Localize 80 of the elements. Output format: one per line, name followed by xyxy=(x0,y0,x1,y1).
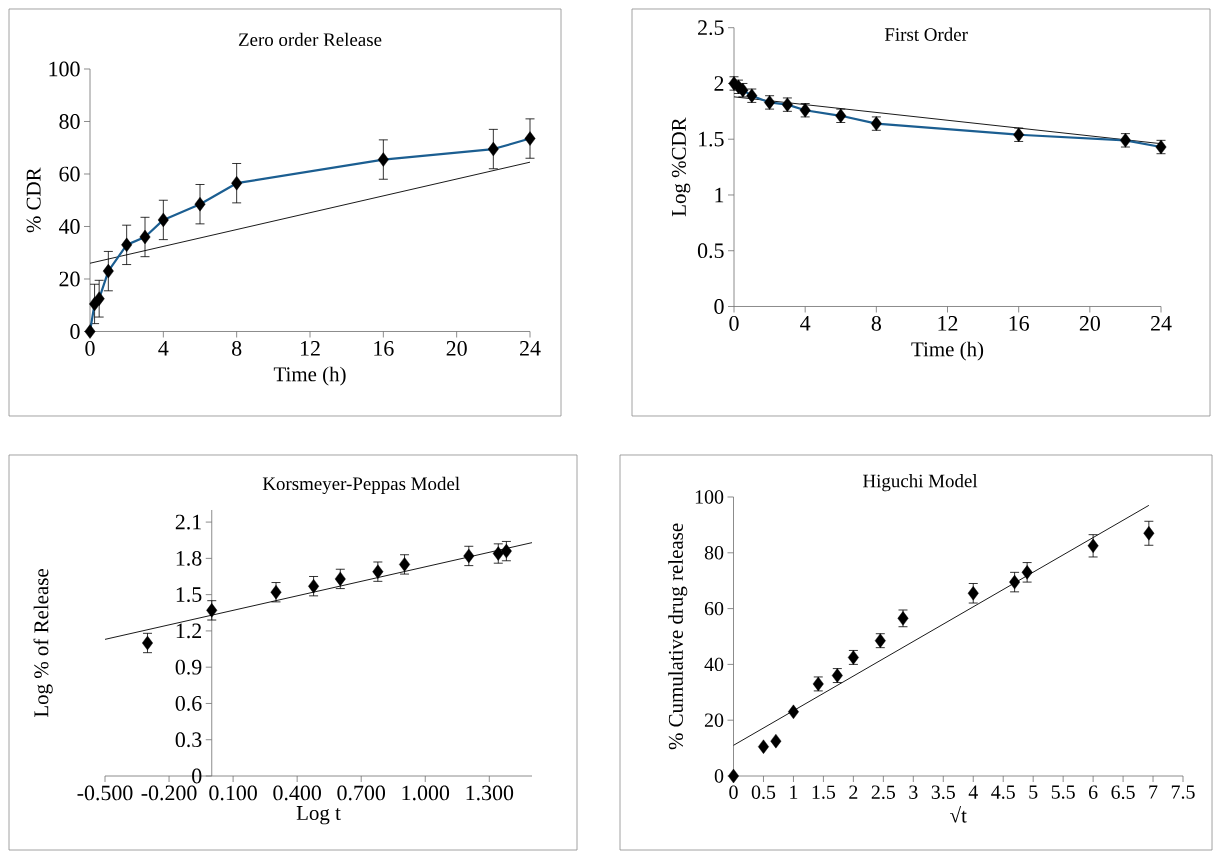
y-tick-label: 1.8 xyxy=(176,550,202,566)
y-tick-label: 20 xyxy=(59,271,80,287)
x-tick-label: 4 xyxy=(158,341,169,356)
x-tick-label: 7 xyxy=(1149,785,1158,799)
x-tick-label: 7.5 xyxy=(1171,785,1195,799)
y-tick-label: 2.1 xyxy=(175,514,201,530)
x-tick-label: 2.5 xyxy=(871,785,896,799)
x-tick-label: 5 xyxy=(1029,785,1038,799)
y-axis-title: Log % of Release xyxy=(33,569,53,718)
x-tick-label: 24 xyxy=(520,341,541,356)
y-tick-label: 0 xyxy=(714,769,724,783)
x-tick-label: -0.200 xyxy=(141,785,197,801)
point xyxy=(758,739,769,754)
x-tick-label: 24 xyxy=(1151,316,1172,331)
x-tick-label: 0 xyxy=(729,316,739,331)
y-tick-label: 0.3 xyxy=(175,732,202,748)
y-tick-label: 1.5 xyxy=(699,131,724,147)
y-tick-label: 2 xyxy=(714,76,724,91)
y-tick-label: 40 xyxy=(58,219,80,234)
y-axis-title: % CDR xyxy=(26,167,41,233)
y-axis-title: % Cumulative drug release xyxy=(668,523,688,750)
x-tick-label: 4 xyxy=(968,785,978,799)
point xyxy=(206,603,218,618)
x-axis-title: Time (h) xyxy=(911,341,984,361)
x-tick-label: 2 xyxy=(849,785,858,799)
x-tick-label: 8 xyxy=(871,316,881,331)
y-axis-title: Log %CDR xyxy=(671,117,691,217)
y-tick-label: 1 xyxy=(715,187,724,203)
x-tick-label: 12 xyxy=(938,316,958,331)
x-tick-label: 3 xyxy=(909,785,918,799)
y-tick-label: 100 xyxy=(695,490,724,504)
chart-title: Zero order Release xyxy=(238,32,382,47)
point xyxy=(1087,538,1099,554)
x-tick-label: 0 xyxy=(729,785,738,799)
x-axis-title: √t xyxy=(950,805,967,823)
chart-title: First Order xyxy=(884,27,968,41)
y-tick-label: 0 xyxy=(714,299,724,314)
x-tick-label: 16 xyxy=(374,341,394,356)
y-tick-label: 0.5 xyxy=(697,243,724,259)
y-tick-label: 80 xyxy=(704,546,724,560)
x-tick-label: 0 xyxy=(85,341,95,356)
y-tick-label: 60 xyxy=(704,601,724,616)
x-tick-label: 16 xyxy=(1009,316,1029,331)
x-tick-label: 6.5 xyxy=(1111,785,1135,799)
x-tick-label: 0.700 xyxy=(337,785,386,801)
x-tick-label: 8 xyxy=(232,341,242,356)
y-tick-label: 80 xyxy=(59,114,80,129)
x-tick-label: 20 xyxy=(446,341,467,356)
y-tick-label: 60 xyxy=(59,166,80,182)
x-tick-label: -0.500 xyxy=(77,785,133,801)
chart-title: Korsmeyer-Peppas Model xyxy=(262,476,460,494)
x-tick-label: 1.000 xyxy=(402,785,450,801)
y-tick-label: 40 xyxy=(704,657,724,672)
x-tick-label: 0.400 xyxy=(273,785,321,801)
chart-title: Higuchi Model xyxy=(863,474,978,492)
y-tick-label: 2.5 xyxy=(698,20,724,36)
x-tick-label: 1 xyxy=(790,785,798,799)
point xyxy=(1143,526,1155,541)
x-tick-label: 1.300 xyxy=(466,785,514,801)
y-tick-label: 100 xyxy=(49,61,80,77)
x-tick-label: 3.5 xyxy=(931,785,955,799)
x-tick-label: 6 xyxy=(1088,785,1098,799)
x-axis-title: Time (h) xyxy=(273,366,346,386)
x-tick-label: 20 xyxy=(1079,316,1100,331)
y-tick-label: 20 xyxy=(704,713,724,727)
x-tick-label: 0.5 xyxy=(751,785,776,800)
x-tick-label: 4 xyxy=(800,316,811,331)
x-tick-label: 12 xyxy=(300,341,320,356)
point xyxy=(787,704,799,720)
x-axis-title: Log t xyxy=(296,806,341,825)
x-tick-label: 0.100 xyxy=(209,785,257,801)
y-tick-label: 1.2 xyxy=(176,623,202,639)
x-tick-label: 4.5 xyxy=(991,785,1015,799)
y-tick-label: 1.5 xyxy=(176,587,202,603)
point xyxy=(770,733,782,749)
y-tick-label: 0.9 xyxy=(175,659,202,675)
x-tick-label: 5.5 xyxy=(1051,785,1075,799)
y-tick-label: 0 xyxy=(192,768,202,784)
y-tick-label: 0.6 xyxy=(175,696,202,711)
x-tick-label: 1.5 xyxy=(812,785,836,799)
